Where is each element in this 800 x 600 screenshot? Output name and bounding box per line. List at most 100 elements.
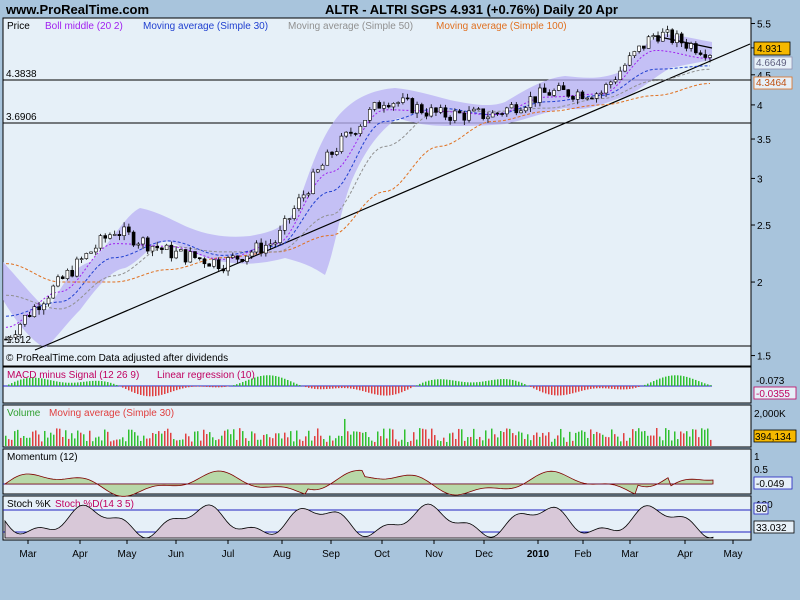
macd-bar [662,377,664,386]
candle-body [108,234,112,239]
volume-bar [608,437,610,446]
macd-bar [251,378,253,386]
footer-note: © ProRealTime.com Data adjusted after di… [6,353,228,364]
volume-bar [689,436,691,446]
linreg-legend: Linear regression (10) [157,370,255,381]
volume-bar [98,436,100,446]
volume-bar [308,430,310,446]
volume-bar [146,438,148,446]
macd-bar [62,382,64,386]
legend-ma100: Moving average (Simple 100) [436,21,567,32]
ma30-line [5,65,710,317]
x-axis: Mar Apr May Jun Jul Aug Sep Oct Nov Dec 2010 Feb Mar… [19,540,742,560]
macd-bar [563,386,565,396]
chart-title: ALTR - ALTRI SGPS 4.931 (+0.76%) Daily 2… [325,2,618,17]
macd-bar [245,380,247,386]
candle-body [557,85,561,91]
candle-body [694,43,698,54]
macd-bar [50,380,52,386]
candle-body [174,250,178,259]
candle-body [41,303,46,311]
candle-body [136,243,141,246]
volume-bar [416,439,418,446]
volume-bar [254,433,256,446]
volume-legend: Volume [7,408,41,419]
macd-value: -0.0355 [756,389,790,400]
stochd-legend: Stoch %D(14 3 5) [55,499,134,510]
volume-bar [233,429,235,446]
volume-bar [338,435,340,446]
candle-body [150,245,155,252]
macd-bar [533,386,535,389]
candle-body [268,243,273,246]
hline-label-3: 1.512 [6,335,31,346]
candle-body [32,306,37,318]
macd-bar [38,377,40,386]
x-tick-label: Mar [19,549,37,560]
candle-body [169,244,174,259]
candle-body [698,52,703,55]
volume-bar [326,441,328,446]
volume-bar [305,436,307,446]
macd-bar [152,386,154,397]
momentum-value: -0.049 [756,479,785,490]
candle-body [70,269,74,277]
volume-bar [467,437,469,446]
macd-bar [107,382,109,386]
candle-body [689,43,693,49]
macd-bar [98,380,100,386]
macd-bar [59,381,61,386]
macd-panel [2,366,752,404]
macd-bar [284,378,286,386]
macd-bar [335,386,337,389]
macd-bar [56,381,58,386]
macd-bar [131,386,133,392]
candle-body [552,90,556,96]
volume-bar [89,430,91,446]
macd-bar [278,376,280,386]
candle-body [424,112,429,117]
volume-bar [521,432,523,446]
candle-body [561,85,566,90]
volume-bar [290,431,292,446]
x-tick-label: Apr [72,549,88,560]
volume-bar [704,429,706,446]
candle-body [377,102,382,109]
volume-bar [53,434,55,446]
macd-bar [398,386,400,394]
volume-bar [575,432,577,446]
candle-body [311,171,315,194]
candle-body [155,245,159,249]
volume-bar [401,439,403,446]
candle-body [632,51,637,57]
volume-bar [455,438,457,446]
volume-bar [659,436,661,446]
macd-bar [482,381,484,386]
volume-bar [623,433,625,446]
volume-bar [281,438,283,446]
volume-bar [200,440,202,446]
volume-bar [65,430,67,446]
macd-bar [416,385,418,386]
volume-bar [617,436,619,446]
candle-body [684,42,689,49]
macd-bar [170,386,172,393]
macd-bar [386,386,388,396]
macd-bar [287,379,289,386]
volume-bar [356,431,358,446]
candle-body [112,234,117,236]
volume-bar [662,440,664,446]
volume-bar [59,428,61,446]
candle-body [297,197,301,210]
macd-bar [68,382,70,386]
macd-bar [611,386,613,389]
macd-bar [209,386,211,388]
volume-bar [260,439,262,446]
volume-bar [644,430,646,446]
macd-bar [86,381,88,386]
macd-bar [248,379,250,386]
volume-bar [605,436,607,446]
volume-bar [380,436,382,446]
volume-bar [488,438,490,446]
volume-bar [161,433,163,446]
